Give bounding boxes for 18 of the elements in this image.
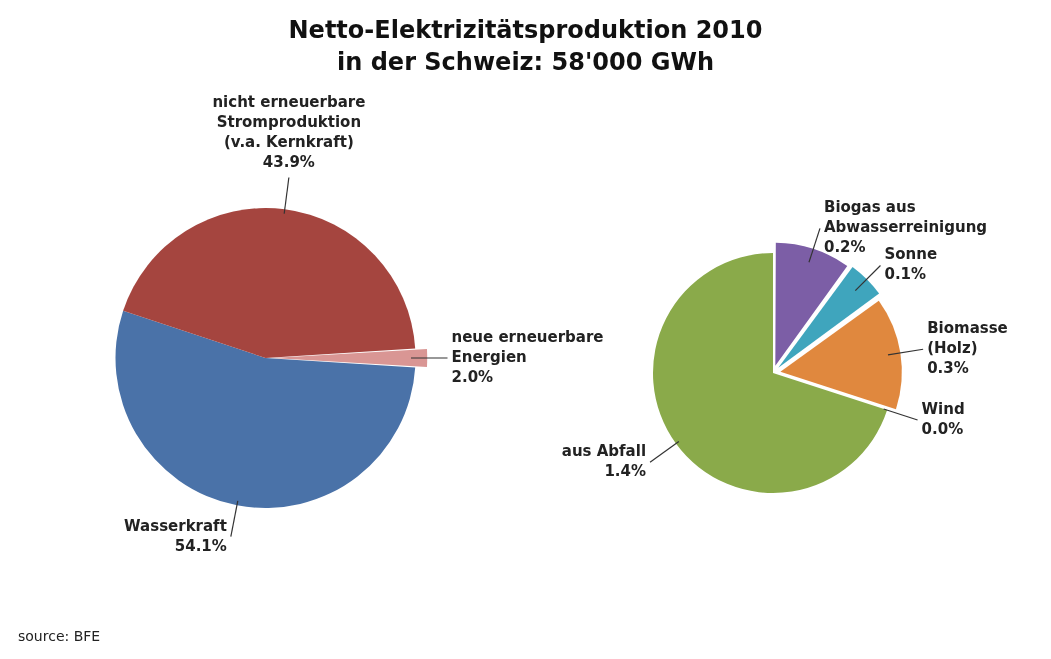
- text: 0.0%: [921, 419, 964, 438]
- source-note: source: BFE: [18, 628, 101, 644]
- data-label: 0.1%: [884, 265, 927, 284]
- data-label: 54.1%: [174, 536, 227, 555]
- slice-label: neue erneuerbare Energien: [451, 327, 604, 366]
- slice-label: Sonne: [884, 245, 938, 264]
- data-label: 2.0%: [451, 367, 494, 386]
- data-label: 0.3%: [927, 359, 969, 378]
- slice-label: Wasserkraft: [124, 516, 227, 535]
- legend-label: Wind: [921, 399, 965, 418]
- data-label: 43.9%: [262, 153, 315, 172]
- data-label: 0.2%: [823, 238, 866, 257]
- slice-label: Biogas aus Abwasserreinigung: [823, 198, 988, 237]
- chart-title: Netto-Elektrizitätsproduktion 2010 in der Schweiz: 58'000 GWh: [287, 15, 764, 78]
- slice-label: nicht erneuerbare Stromproduktion (v.a. Kernkraft): [212, 93, 366, 152]
- data-label: 1.4%: [604, 462, 647, 481]
- slice-label: aus Abfall: [561, 442, 647, 461]
- slice-label: Biomasse (Holz): [927, 319, 1008, 358]
